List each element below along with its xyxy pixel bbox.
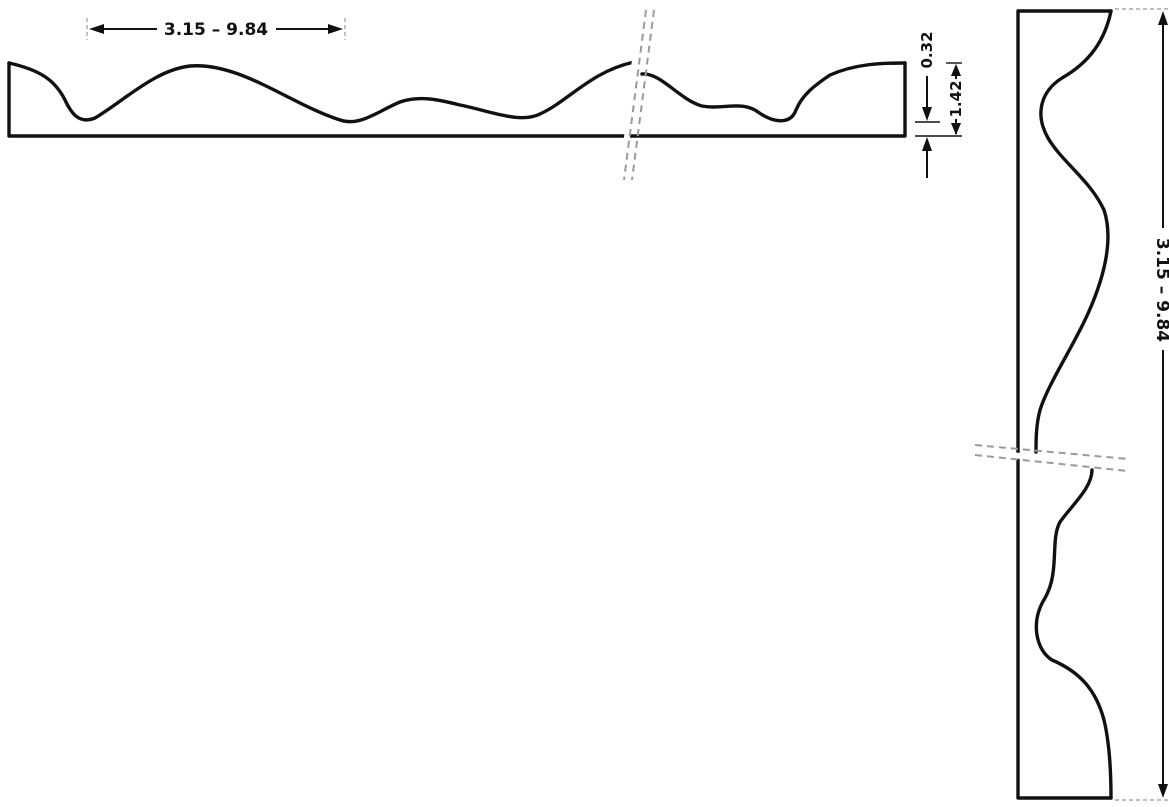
side-length-label: 3.15 – 9.84 — [1152, 238, 1169, 342]
top-length-arrow-left — [89, 24, 104, 34]
side-view-break-gap — [985, 450, 1128, 468]
height-min-arrow-up — [922, 137, 932, 151]
top-view-break-gap — [620, 20, 642, 176]
side-view-profile-top — [1034, 9, 1113, 454]
top-view: 3.15 – 9.84 0.32 1.42 — [7, 9, 965, 181]
height-min-label: 0.32 — [918, 31, 936, 68]
top-view-profile-left — [7, 60, 636, 124]
height-max-arrow-down — [951, 123, 961, 135]
height-max-arrow-up — [951, 64, 961, 76]
top-view-break-line-2 — [631, 9, 655, 181]
side-length-arrow-bottom — [1158, 784, 1168, 798]
top-length-arrow-right — [328, 24, 343, 34]
height-max-label: 1.42 — [947, 80, 965, 117]
side-view-profile-bottom — [1034, 468, 1113, 800]
side-view-break-line-1 — [974, 444, 1129, 460]
height-max-label-bg — [947, 79, 965, 119]
side-view-break-line-2 — [974, 454, 1129, 472]
side-length-arrow-top — [1158, 11, 1168, 25]
side-view: 3.15 – 9.84 — [974, 8, 1169, 801]
top-view-profile-right — [640, 61, 907, 123]
height-min-arrow-down — [922, 107, 932, 121]
top-view-outline — [7, 61, 907, 138]
side-view-outline — [1016, 9, 1113, 800]
top-view-break-line-1 — [623, 9, 647, 181]
top-length-label: 3.15 – 9.84 — [164, 20, 268, 40]
